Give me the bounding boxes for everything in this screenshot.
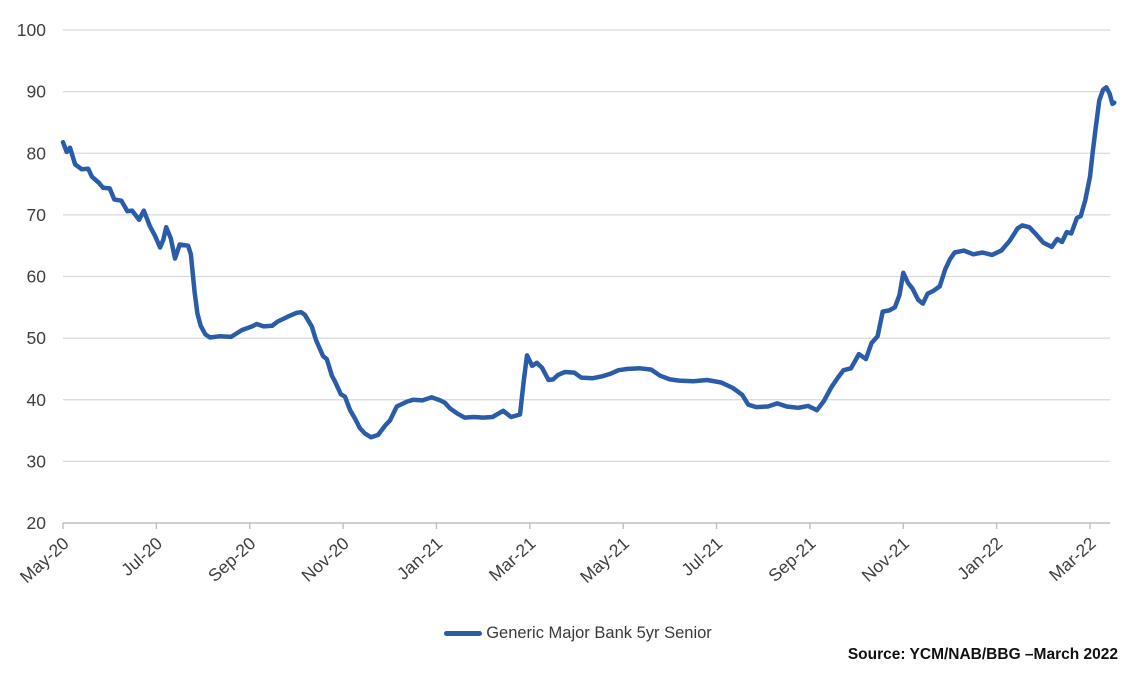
x-tick-label: Nov-20 xyxy=(297,533,353,586)
y-tick-label: 50 xyxy=(27,328,47,348)
y-tick-label: 70 xyxy=(27,205,47,225)
x-tick-label: Jan-22 xyxy=(953,533,1006,584)
legend: Generic Major Bank 5yr Senior xyxy=(10,624,1136,643)
x-tick-label: Jul-20 xyxy=(117,533,166,580)
legend-line-marker xyxy=(444,631,483,636)
x-tick-label: Sep-20 xyxy=(204,533,260,586)
x-tick-label: Nov-21 xyxy=(858,533,913,586)
x-tick-label: Sep-21 xyxy=(764,533,819,586)
y-tick-label: 80 xyxy=(27,143,47,163)
y-tick-label: 30 xyxy=(27,451,47,471)
x-tick-label: Mar-22 xyxy=(1045,533,1100,585)
y-tick-label: 60 xyxy=(27,267,47,287)
series-line xyxy=(60,85,1117,440)
x-tick-label: May-20 xyxy=(16,533,73,587)
source-note: Source: YCM/NAB/BBG –March 2022 xyxy=(847,646,1118,663)
x-tick-label: Jan-21 xyxy=(393,533,446,584)
x-tick-label: Jul-21 xyxy=(677,533,726,580)
legend-label: Generic Major Bank 5yr Senior xyxy=(486,624,712,642)
y-tick-label: 90 xyxy=(27,82,47,102)
y-tick-label: 100 xyxy=(17,20,46,40)
x-tick-label: Mar-21 xyxy=(485,533,540,585)
y-tick-label: 40 xyxy=(27,390,47,410)
y-tick-label: 20 xyxy=(27,513,47,533)
x-tick-label: May-21 xyxy=(576,533,633,587)
